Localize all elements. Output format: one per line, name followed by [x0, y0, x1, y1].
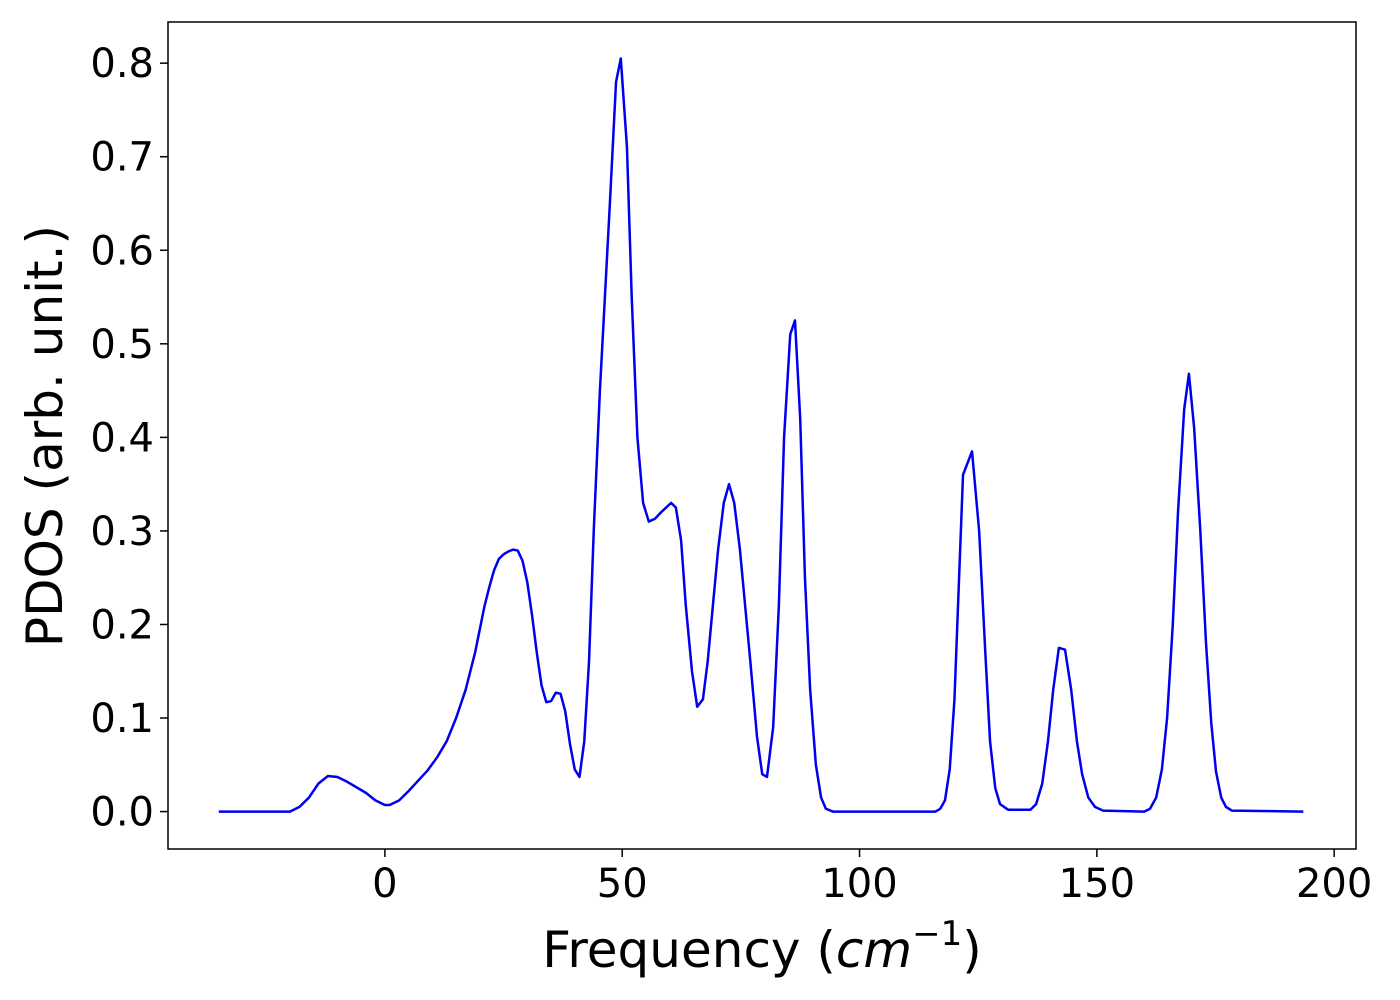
y-tick-label: 0.5	[90, 322, 154, 368]
y-tick-label: 0.7	[90, 135, 154, 181]
y-tick-label: 0.0	[90, 790, 154, 836]
y-tick-label: 0.2	[90, 602, 154, 648]
data-line	[218, 57, 1304, 813]
y-tick-label: 0.3	[90, 509, 154, 555]
x-axis-label: Frequency (cm−1)	[542, 914, 982, 979]
y-tick-label: 0.1	[90, 696, 154, 742]
x-tick-label: 150	[1059, 861, 1135, 907]
x-tick-label: 50	[597, 861, 648, 907]
plot-frame	[167, 21, 1357, 850]
y-tick-label: 0.4	[90, 415, 154, 461]
x-tick-label: 0	[372, 861, 397, 907]
y-axis-label: PDOS (arb. unit.)	[16, 225, 74, 647]
x-tick-label: 200	[1296, 861, 1372, 907]
y-tick-label: 0.8	[90, 41, 154, 87]
y-tick-label: 0.6	[90, 228, 154, 274]
x-tick-label: 100	[821, 861, 897, 907]
